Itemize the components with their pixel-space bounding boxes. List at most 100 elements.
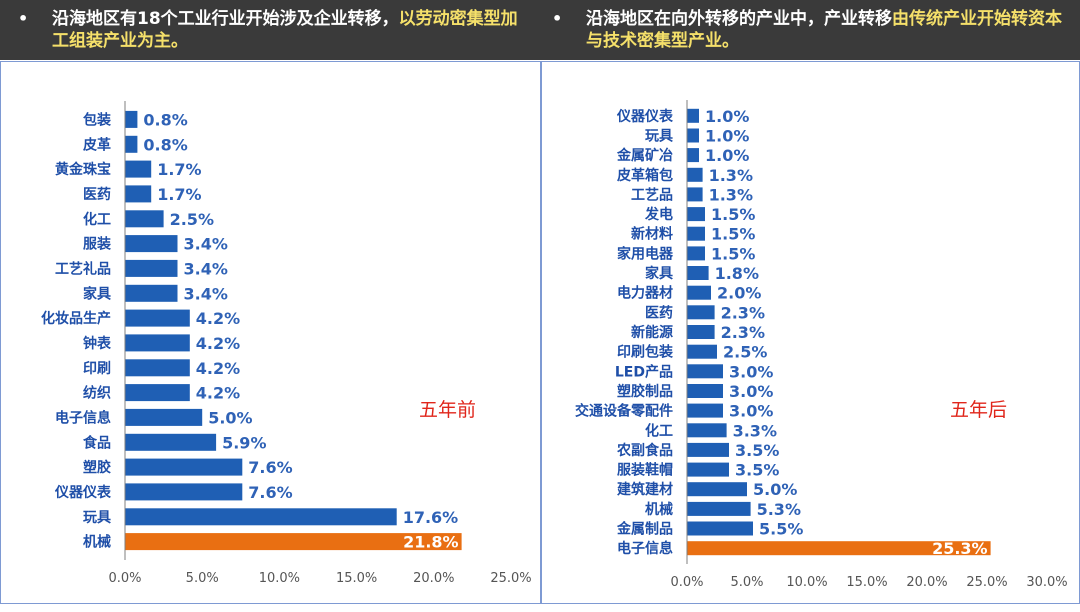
bar-highlight <box>125 533 462 551</box>
category-label: 钟表 <box>83 335 112 352</box>
data-label: 3.4% <box>184 235 228 254</box>
bar <box>687 148 699 163</box>
bar <box>125 458 243 476</box>
annotation-after: 五年后 <box>950 399 1007 421</box>
category-label: 新能源 <box>631 324 673 341</box>
bar-highlight <box>687 541 991 556</box>
bar <box>687 226 705 241</box>
left-banner-text: 沿海地区有18个工业行业开始涉及企业转移，以劳动密集型加工组装产业为主。 <box>52 8 528 52</box>
bar <box>687 325 715 339</box>
right-banner-text: 沿海地区在向外转移的产业中，产业转移由传统产业开始转资本与技术密集型产业。 <box>586 8 1072 52</box>
x-tick-label: 0.0% <box>670 575 703 590</box>
category-label: 家用电器 <box>617 245 674 262</box>
category-label: 机械 <box>83 534 111 551</box>
x-tick-label: 20.0% <box>906 575 947 590</box>
bar <box>687 462 729 477</box>
left-banner-highlight: 以劳动密集型加工组装产业为主。 <box>52 9 518 51</box>
x-tick-label: 15.0% <box>846 575 887 590</box>
left-banner: • 沿海地区有18个工业行业开始涉及企业转移，以劳动密集型加工组装产业为主。 <box>18 0 528 60</box>
category-label: 塑胶制品 <box>617 383 673 400</box>
bar <box>125 433 217 451</box>
data-label: 1.0% <box>705 107 749 126</box>
bar <box>687 187 703 202</box>
bar <box>687 501 751 516</box>
category-label: 食品 <box>83 434 111 451</box>
data-label: 5.0% <box>753 480 797 499</box>
data-label: 21.8% <box>403 533 459 552</box>
category-label: LED产品 <box>615 363 673 380</box>
bar <box>687 167 703 182</box>
bar <box>687 285 711 300</box>
data-label: 2.5% <box>170 210 214 229</box>
category-label: 金属矿冶 <box>616 147 673 164</box>
data-label: 4.2% <box>196 309 240 328</box>
data-label: 0.8% <box>143 135 187 154</box>
category-label: 交通设备零配件 <box>575 403 673 420</box>
data-label: 1.3% <box>709 166 753 185</box>
data-label: 2.0% <box>717 284 761 303</box>
category-label: 工艺品 <box>631 186 673 203</box>
x-tick-label: 5.0% <box>730 575 763 590</box>
bar <box>687 482 747 497</box>
bar-chart-after: 仪器仪表 1.0% 玩具 1.0% 金属矿冶 1.0% 皮革箱包 1.3% 工艺品 1.3% 发电 1… <box>575 100 1068 590</box>
category-label: 皮革 <box>82 136 111 153</box>
x-tick-label: 30.0% <box>1026 575 1067 590</box>
data-label: 2.5% <box>723 343 767 362</box>
bar <box>687 344 717 359</box>
bullet: • <box>18 9 29 28</box>
data-label: 1.0% <box>705 127 749 146</box>
chart-panel-before: 包装 0.8% 皮革 0.8% 黄金珠宝 1.7% 医药 1.7% 化工 2.5% 服装 3.4% 工艺… <box>0 61 541 604</box>
data-label: 3.0% <box>729 362 773 381</box>
bar <box>125 284 178 302</box>
category-label: 塑胶 <box>83 459 111 476</box>
right-banner-plain: 沿海地区在向外转移的产业中，产业转移 <box>586 9 892 29</box>
category-label: 黄金珠宝 <box>55 161 111 178</box>
category-label: 发电 <box>644 206 673 223</box>
x-tick-label: 10.0% <box>786 575 827 590</box>
category-label: 工艺礼品 <box>55 260 111 277</box>
category-label: 建筑建材 <box>617 481 673 498</box>
x-tick-label: 15.0% <box>336 571 377 586</box>
category-label: 服装鞋帽 <box>617 462 673 479</box>
bar <box>687 384 723 398</box>
category-label: 化工 <box>645 422 673 439</box>
data-label: 2.3% <box>721 323 765 342</box>
x-tick-label: 25.0% <box>966 575 1007 590</box>
right-banner: • 沿海地区在向外转移的产业中，产业转移由传统产业开始转资本与技术密集型产业。 <box>552 0 1072 60</box>
category-label: 化工 <box>83 211 111 228</box>
category-label: 金属制品 <box>616 521 673 538</box>
bar <box>125 185 152 203</box>
category-label: 印刷包装 <box>617 344 674 361</box>
category-label: 家具 <box>645 265 673 282</box>
data-label: 3.4% <box>184 284 228 303</box>
data-label: 1.5% <box>711 205 755 224</box>
data-label: 3.0% <box>729 382 773 401</box>
x-tick-label: 10.0% <box>259 571 300 586</box>
category-label: 化妆品生产 <box>41 310 111 327</box>
data-label: 5.0% <box>208 408 252 427</box>
bar <box>125 408 203 426</box>
right-banner-highlight: 由传统产业开始转资本与技术密集型产业。 <box>586 9 1062 51</box>
data-label: 1.3% <box>709 185 753 204</box>
category-label: 电子信息 <box>617 540 673 557</box>
data-label: 5.5% <box>759 520 803 539</box>
bar <box>687 207 705 222</box>
bar <box>125 110 138 128</box>
bar <box>125 210 164 228</box>
bar <box>125 309 190 327</box>
bar <box>125 160 152 178</box>
data-label: 2.3% <box>721 303 765 322</box>
category-label: 电力器材 <box>617 285 673 302</box>
category-label: 新材料 <box>631 226 673 243</box>
bar <box>687 423 727 438</box>
left-banner-plain: 沿海地区有18个工业行业开始涉及企业转移， <box>52 9 399 29</box>
header-banner: • 沿海地区有18个工业行业开始涉及企业转移，以劳动密集型加工组装产业为主。 •… <box>0 0 1080 60</box>
bar <box>687 364 723 379</box>
x-tick-label: 5.0% <box>186 571 219 586</box>
bar <box>687 305 715 320</box>
data-label: 1.5% <box>711 244 755 263</box>
data-label: 3.5% <box>735 461 779 480</box>
data-label: 1.7% <box>157 160 201 179</box>
chart-panel-after: 仪器仪表 1.0% 玩具 1.0% 金属矿冶 1.0% 皮革箱包 1.3% 工艺品 1.3% 发电 1… <box>541 61 1080 604</box>
category-label: 皮革箱包 <box>616 167 673 184</box>
